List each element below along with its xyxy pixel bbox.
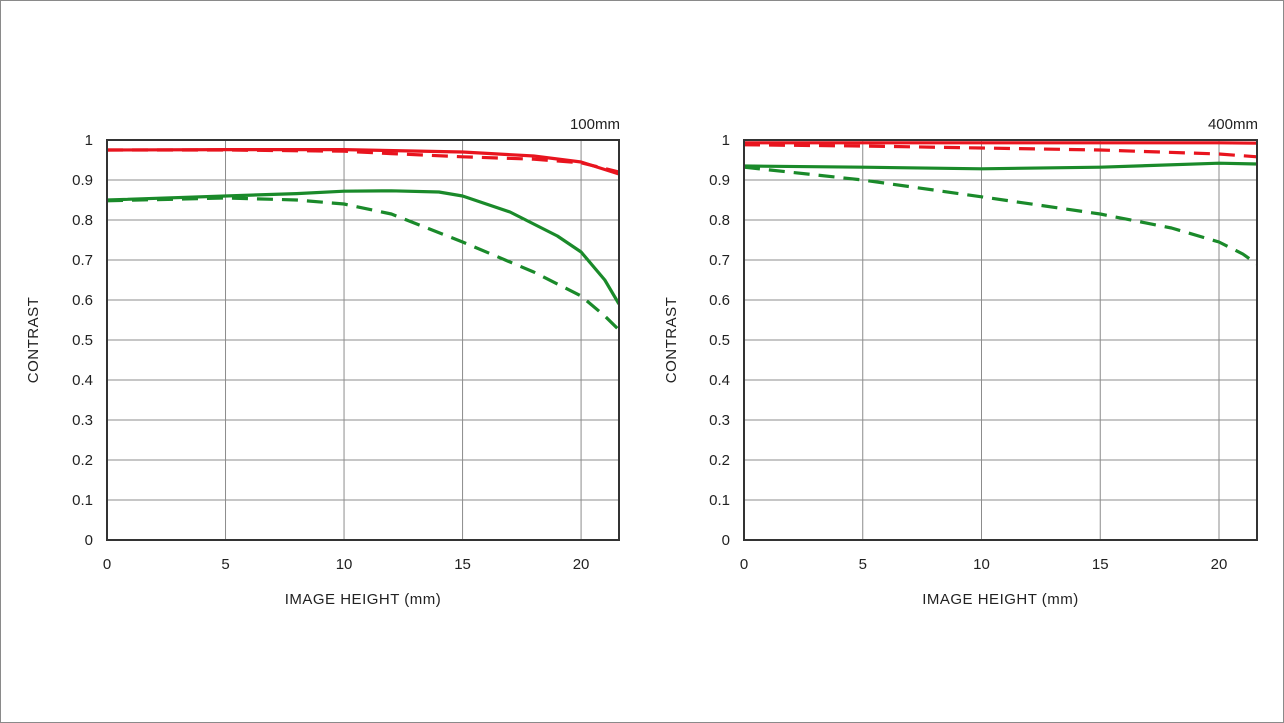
- y-tick-label: 0.9: [709, 172, 730, 189]
- series-line-red-dashed: [107, 148, 619, 174]
- y-tick-label: 0.5: [709, 332, 730, 349]
- y-tick-label: 1: [722, 132, 730, 149]
- y-tick-label: 0.6: [709, 292, 730, 309]
- x-tick-label: 0: [103, 556, 111, 573]
- y-tick-label: 0.6: [72, 292, 93, 309]
- y-tick-label: 0.3: [72, 412, 93, 429]
- x-axis-label: IMAGE HEIGHT (mm): [285, 591, 442, 608]
- y-tick-label: 0.8: [72, 212, 93, 229]
- chart-2: 00.10.20.30.40.50.60.70.80.910 5 10 15 20400…: [663, 116, 1258, 608]
- x-tick-label: 5: [221, 556, 229, 573]
- y-tick-label: 0.2: [709, 452, 730, 469]
- series-line-green-solid: [107, 189, 619, 305]
- series-line-green-solid: [744, 161, 1257, 171]
- x-tick-label: 10: [973, 556, 990, 573]
- y-tick-label: 0.9: [72, 172, 93, 189]
- y-tick-label: 1: [85, 132, 93, 149]
- y-tick-label: 0.8: [709, 212, 730, 229]
- x-tick-label: 20: [573, 556, 590, 573]
- plot-area: [743, 139, 1258, 541]
- y-tick-label: 0.5: [72, 332, 93, 349]
- x-tick-label: 15: [454, 556, 471, 573]
- y-tick-label: 0.1: [709, 492, 730, 509]
- x-tick-label: 5: [859, 556, 867, 573]
- chart-title: 100mm: [570, 116, 620, 133]
- y-tick-label: 0: [85, 532, 93, 549]
- series-group: [744, 141, 1257, 266]
- y-axis-label: CONTRAST: [663, 297, 680, 384]
- plot-area: [106, 139, 620, 541]
- series-line-green-dashed: [107, 196, 619, 332]
- y-tick-label: 0.4: [709, 372, 730, 389]
- y-tick-label: 0.1: [72, 492, 93, 509]
- y-axis-label: CONTRAST: [25, 297, 42, 384]
- x-tick-label: 10: [336, 556, 353, 573]
- series-line-red-dashed: [744, 143, 1257, 159]
- y-tick-label: 0.2: [72, 452, 93, 469]
- x-tick-label: 15: [1092, 556, 1109, 573]
- y-tick-label: 0: [722, 532, 730, 549]
- x-tick-label: 20: [1211, 556, 1228, 573]
- y-tick-label: 0.3: [709, 412, 730, 429]
- x-tick-label: 0: [740, 556, 748, 573]
- series-line-red-solid: [107, 148, 619, 176]
- series-group: [107, 148, 619, 332]
- chart-title: 400mm: [1208, 116, 1258, 133]
- y-tick-label: 0.7: [709, 252, 730, 269]
- x-axis-label: IMAGE HEIGHT (mm): [922, 591, 1079, 608]
- y-tick-label: 0.7: [72, 252, 93, 269]
- chart-1: 00.10.20.30.40.50.60.70.80.910 5 10 15 20100…: [25, 116, 620, 608]
- series-line-green-dashed: [744, 165, 1257, 266]
- y-tick-label: 0.4: [72, 372, 93, 389]
